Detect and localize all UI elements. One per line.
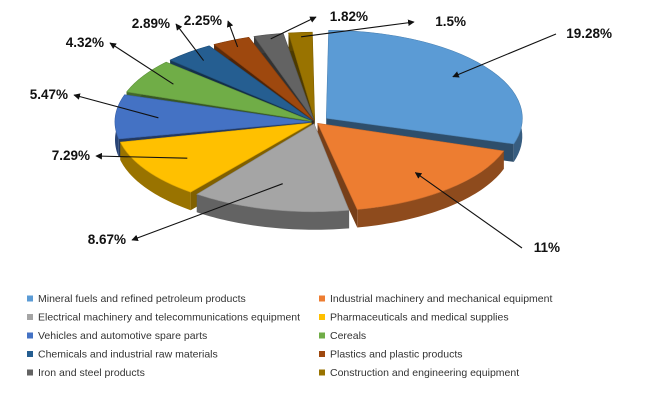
legend-label: Chemicals and industrial raw materials	[38, 349, 218, 361]
legend-label: Construction and engineering equipment	[330, 367, 519, 379]
pie-slice-pharmaceuticals-and-medical-supplies	[119, 122, 312, 193]
pie-slice-plastics-and-plastic-products	[213, 36, 314, 121]
leader-line	[175, 23, 205, 61]
legend-swatch	[319, 369, 325, 376]
leader-line	[73, 93, 159, 119]
pct-label: 4.32%	[66, 35, 104, 50]
legend-swatch	[27, 295, 33, 302]
legend-swatch	[27, 314, 33, 320]
pie-slice-electrical-machinery-and-telecommunications-equipment	[196, 123, 350, 213]
leader-line	[301, 19, 415, 38]
leader-line	[414, 172, 523, 249]
pie-top-layer	[114, 29, 523, 213]
pct-label: 11%	[534, 240, 560, 255]
legend-swatch	[27, 369, 33, 376]
legend: Mineral fuels and refined petroleum prod…	[27, 293, 552, 379]
pct-label: 8.67%	[88, 232, 126, 247]
legend-label: Cereals	[330, 330, 366, 342]
pct-label: 2.89%	[132, 16, 170, 31]
pct-label: 5.47%	[30, 87, 68, 102]
legend-label: Industrial machinery and mechanical equi…	[330, 293, 552, 305]
pie-slice-chemicals-and-industrial-raw-materials	[169, 45, 313, 121]
legend-swatch	[27, 332, 33, 339]
slice-rim	[120, 142, 191, 211]
leader-line	[270, 16, 317, 40]
pct-label: 1.5%	[435, 14, 466, 29]
legend-label: Plastics and plastic products	[330, 349, 462, 361]
pct-label: 19.28%	[566, 26, 612, 41]
legend-swatch	[27, 351, 33, 357]
pie-slice-mineral-fuels-and-refined-petroleum-products	[325, 29, 523, 145]
leader-line	[452, 33, 557, 78]
legend-swatch	[319, 314, 325, 320]
pie-slice-cereals	[126, 61, 312, 122]
slice-rim	[196, 194, 350, 230]
legend-swatch	[319, 332, 325, 339]
legend-label: Vehicles and automotive spare parts	[38, 330, 207, 342]
legend-label: Mineral fuels and refined petroleum prod…	[38, 293, 246, 305]
percentage-labels: 19.28% 11% 8.67% 7.29% 5.47% 4.32% 2.89% 2.25% 1…	[30, 9, 612, 255]
leader-line	[95, 152, 188, 160]
pie-slice-industrial-machinery-and-mechanical-equipment	[317, 122, 505, 210]
slice-rim	[357, 151, 504, 228]
pie-slice-construction-and-engineering-equipment	[288, 31, 316, 121]
legend-label: Pharmaceuticals and medical supplies	[330, 312, 509, 324]
pct-label: 2.25%	[184, 13, 222, 28]
legend-swatch	[319, 351, 325, 357]
legend-label: Electrical machinery and telecommunicati…	[38, 312, 300, 324]
pct-label: 1.82%	[330, 9, 368, 24]
slice-wall	[317, 123, 358, 228]
leader-line	[131, 183, 283, 242]
leader-line	[109, 42, 174, 85]
leader-lines	[73, 16, 557, 249]
pct-label: 7.29%	[52, 148, 90, 163]
legend-swatch	[319, 295, 325, 302]
leader-line	[226, 20, 239, 48]
legend-label: Iron and steel products	[38, 367, 145, 379]
pie-slice-vehicles-and-automotive-spare-parts	[114, 94, 312, 140]
